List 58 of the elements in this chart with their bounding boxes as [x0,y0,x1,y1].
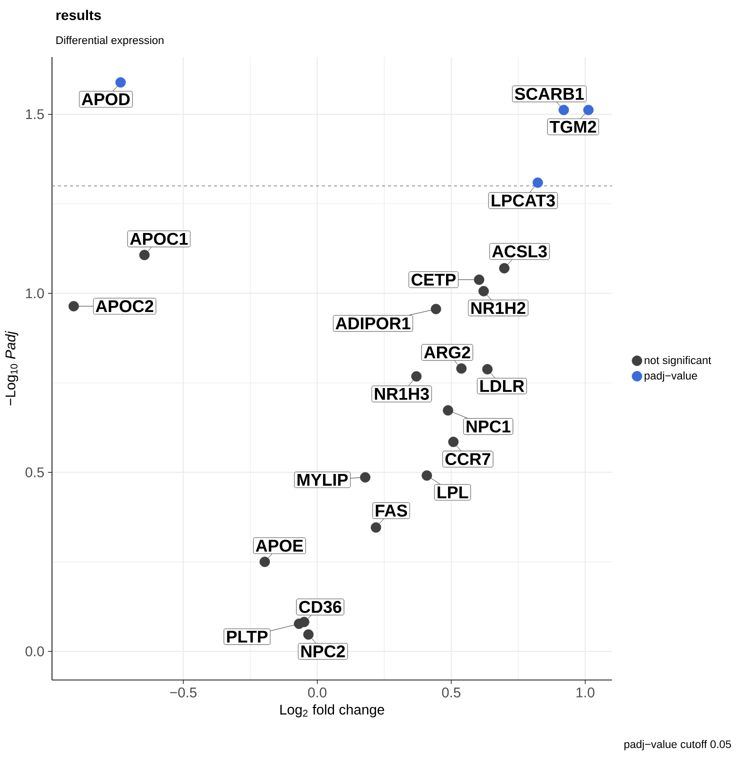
data-label: ADIPOR1 [336,317,410,330]
data-label: NR1H2 [471,302,526,314]
data-label: APOC2 [96,300,154,312]
point [532,177,543,188]
point [448,436,459,448]
x-tick-label: 0.0 [308,688,326,698]
legend-label: not significant [644,356,712,366]
point [68,300,79,312]
point [558,104,569,116]
point [411,371,422,382]
y-tick-label: 0.5 [26,467,44,478]
point [478,286,489,296]
y-tick-label: 1.0 [26,288,44,298]
data-label: LPCAT3 [492,194,555,207]
data-label: PLTP [227,630,268,643]
chart-subtitle: Differential expression [56,36,164,46]
text: padj−value cutoff 0.05 [624,740,731,750]
point [115,77,126,88]
point [260,556,270,568]
y-axis-title: −Log$_{10}$ Padj [5,330,18,406]
point [294,618,304,629]
point [139,250,150,260]
point [303,629,314,640]
point [422,470,432,481]
data-label: CCR7 [445,453,490,466]
data-label: FAS [376,504,408,517]
point [583,104,594,116]
data-label: NPC1 [466,420,510,433]
y-tick-label: 0.0 [26,646,44,656]
data-label: ARG2 [424,346,470,358]
x-axis-title: Log$_{2}$ fold change [280,704,384,718]
x-tick-label: 0.5 [442,688,460,698]
data-label: CETP [412,274,456,286]
point [360,472,370,483]
data-label: LDLR [480,380,524,392]
legend-label: padj−value [644,372,698,382]
data-label: APOE [256,540,303,552]
point [442,405,454,416]
point [482,364,493,374]
data-label: SCARB1 [514,88,584,100]
point [370,522,382,533]
chart-title: results [56,10,101,20]
data-label: APOC1 [130,232,188,245]
data-label: MYLIP [298,474,348,486]
data-label: CD36 [299,600,342,613]
data-label: LPL [438,486,468,498]
x-tick-label: −0.5 [170,688,197,698]
point [474,274,484,285]
data-label: NR1H3 [374,388,429,400]
data-label: NPC2 [301,645,345,658]
data-label: APOD [82,93,130,106]
data-label: ACSL3 [492,245,547,258]
point [430,304,442,314]
point [499,263,510,274]
x-tick-label: 1.0 [576,688,594,698]
point [456,363,467,374]
data-label: TGM2 [550,120,596,133]
y-tick-label: 1.5 [26,109,44,120]
